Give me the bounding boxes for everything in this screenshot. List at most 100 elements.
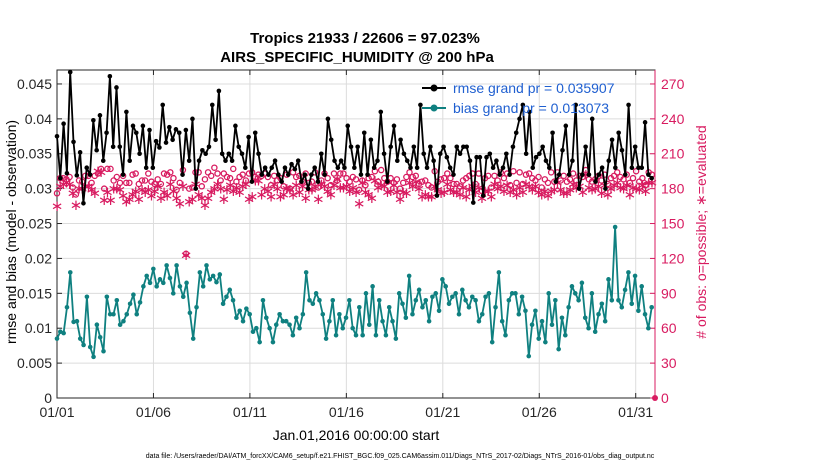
bias-point (430, 294, 435, 300)
bias-point (366, 322, 372, 328)
bias-point (124, 311, 130, 317)
obs-evaluated-point: ∗ (158, 183, 171, 201)
legend-rmse-marker (430, 84, 438, 92)
bias-point (101, 348, 106, 354)
rmse-point (606, 158, 612, 164)
rmse-point (299, 179, 304, 184)
rmse-point (302, 172, 308, 177)
bias-point (77, 336, 83, 341)
bias-point (596, 311, 601, 317)
obs-evaluated-point: ∗ (365, 189, 378, 207)
bias-point (629, 301, 635, 307)
rmse-point (100, 158, 106, 164)
obs-zero-marker (652, 395, 658, 401)
obs-possible-point (280, 183, 287, 190)
bias-point (489, 339, 495, 345)
obs-evaluated-point: ∗ (501, 176, 514, 194)
rmse-point (543, 158, 549, 164)
x-tick-label: 01/26 (522, 404, 557, 420)
obs-possible-point (154, 176, 161, 183)
rmse-point (596, 172, 602, 177)
bias-point (390, 318, 395, 324)
obs-possible-point (230, 165, 237, 173)
rmse-point (646, 172, 651, 177)
rmse-point (322, 172, 327, 177)
x-tick-label: 01/06 (136, 404, 171, 420)
obs-possible-point (403, 173, 410, 181)
rmse-point (319, 151, 324, 157)
bias-point (337, 311, 342, 317)
obs-evaluated-point: ∗ (148, 182, 161, 200)
rmse-point (613, 165, 618, 171)
y-tick-label-left: 0.01 (25, 320, 52, 336)
rmse-point (401, 151, 407, 157)
chart-title: Tropics 21933 / 22606 = 97.023% (250, 30, 480, 47)
obs-evaluated-point: ∗ (211, 175, 224, 193)
obs-evaluated-point: ∗ (397, 183, 410, 201)
obs-evaluated-point: ∗ (268, 175, 281, 193)
rmse-point (527, 109, 532, 115)
y-tick-label-left: 0.04 (25, 111, 52, 127)
rmse-point (325, 116, 331, 122)
obs-possible-point (393, 176, 401, 183)
bias-point (546, 291, 551, 296)
rmse-point (550, 130, 555, 136)
bias-point (230, 297, 236, 303)
rmse-point (365, 172, 370, 177)
obs-possible-point (97, 165, 105, 173)
obs-possible-point (167, 169, 174, 176)
y-axis-label-left: rmse and bias (model - observation) (3, 120, 19, 344)
rmse-point (345, 123, 351, 129)
bias-point (167, 275, 173, 281)
rmse-point (603, 186, 608, 191)
obs-possible-point (544, 179, 552, 187)
y-tick-label-left: 0.025 (17, 216, 52, 232)
obs-possible-point (110, 177, 117, 184)
obs-evaluated-point: ∗ (425, 188, 438, 206)
obs-evaluated-point: ∗ (485, 188, 498, 206)
obs-evaluated-point: ∗ (356, 174, 369, 192)
bias-point (499, 318, 505, 324)
rmse-point (239, 151, 245, 157)
bias-point (114, 297, 120, 303)
obs-evaluated-point: ∗ (290, 176, 303, 194)
bias-point (440, 277, 445, 282)
rmse-point (599, 165, 605, 171)
bias-point (539, 318, 545, 324)
bias-point (559, 315, 565, 321)
rmse-point (259, 172, 265, 177)
bias-point (509, 291, 515, 296)
obs-evaluated-point: ∗ (450, 183, 463, 201)
bias-point (91, 354, 96, 360)
obs-evaluated-point: ∗ (334, 178, 347, 196)
bias-point (380, 318, 385, 324)
rmse-point (226, 151, 232, 157)
obs-evaluated-point: ∗ (494, 177, 507, 195)
bias-point (264, 315, 269, 321)
rmse-point (513, 130, 519, 136)
obs-evaluated-point: ∗ (343, 182, 356, 200)
bias-point (190, 336, 196, 341)
obs-evaluated-point: ∗ (532, 183, 545, 201)
bias-point (556, 346, 561, 352)
bias-point (569, 284, 575, 289)
obs-evaluated-point: ∗ (277, 185, 290, 203)
obs-possible-point (340, 170, 347, 177)
bias-point (383, 332, 389, 338)
bias-point (410, 311, 415, 317)
bias-point (340, 325, 346, 331)
obs-evaluated-point: ∗ (340, 177, 353, 195)
obs-possible-point (217, 177, 224, 184)
bias-point (473, 297, 478, 303)
obs-evaluated-point: ∗ (491, 179, 504, 197)
obs-possible-point (639, 174, 646, 182)
rmse-point (200, 147, 205, 153)
rmse-point (520, 102, 526, 108)
obs-evaluated-point: ∗ (633, 181, 646, 199)
bias-point (87, 344, 93, 350)
obs-evaluated-point: ∗ (639, 182, 652, 200)
y-tick-label-left: 0.045 (17, 76, 52, 92)
bias-point (270, 339, 276, 345)
rmse-point (77, 150, 83, 155)
bias-point (54, 336, 60, 341)
